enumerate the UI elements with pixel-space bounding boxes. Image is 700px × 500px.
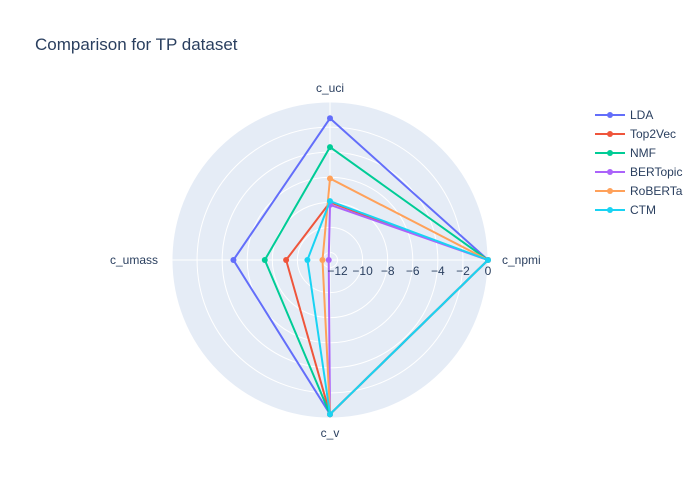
legend-item-roberta[interactable]: RoBERTa (595, 184, 683, 198)
legend-item-top2vec[interactable]: Top2Vec (595, 127, 676, 141)
angular-axis-labels: c_npmi c_uci c_umass c_v (110, 81, 541, 440)
legend-marker (607, 112, 613, 118)
series-layer (230, 115, 491, 418)
data-point (327, 144, 333, 151)
series-ctm (304, 198, 491, 418)
legend-marker (607, 131, 613, 137)
data-point (327, 198, 333, 205)
radial-tick-label: −12 (327, 264, 348, 278)
data-point (485, 257, 491, 263)
legend-item-ctm[interactable]: CTM (595, 203, 656, 217)
radial-tick-label: 0 (485, 264, 492, 278)
legend-label: LDA (630, 108, 653, 122)
data-point (327, 175, 333, 182)
chart-title: Comparison for TP dataset (35, 35, 238, 54)
radial-tick-label: −10 (352, 264, 373, 278)
legend-item-lda[interactable]: LDA (595, 108, 653, 122)
legend-marker (607, 169, 613, 175)
axis-label-c-uci: c_uci (316, 81, 344, 95)
legend-label: RoBERTa (630, 184, 683, 198)
data-point (230, 257, 237, 263)
radial-tick-label: −4 (431, 264, 445, 278)
legend-label: NMF (630, 146, 656, 160)
radial-tick-labels: −12 −10 −8 −6 −4 −2 0 (327, 264, 491, 278)
radial-tick-label: −2 (456, 264, 470, 278)
data-point (304, 257, 311, 263)
legend-label: Top2Vec (630, 127, 676, 141)
data-point (325, 257, 332, 263)
radial-tick-label: −8 (381, 264, 395, 278)
data-point (283, 257, 290, 263)
legend-item-bertopic[interactable]: BERTopic (595, 165, 682, 179)
axis-label-c-v: c_v (321, 426, 340, 440)
legend-marker (607, 207, 613, 213)
legend-label: CTM (630, 203, 656, 217)
data-point (261, 257, 268, 263)
data-point (319, 257, 326, 263)
legend[interactable]: LDA Top2Vec NMF BERTopic RoBERTa CTM (595, 108, 683, 217)
axis-label-c-npmi: c_npmi (502, 253, 541, 267)
radial-tick-label: −6 (406, 264, 420, 278)
legend-item-nmf[interactable]: NMF (595, 146, 656, 160)
legend-marker (607, 188, 613, 194)
data-point (327, 411, 333, 418)
data-point (327, 115, 333, 122)
legend-label: BERTopic (630, 165, 682, 179)
axis-label-c-umass: c_umass (110, 253, 158, 267)
legend-marker (607, 150, 613, 156)
